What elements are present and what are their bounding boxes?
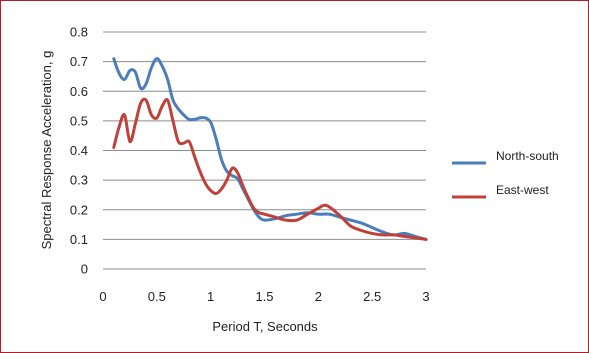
y-axis-label: Spectral Response Acceleration, g — [39, 51, 54, 250]
series-line-2 — [112, 97, 428, 241]
x-tick-label: 2.5 — [363, 289, 381, 304]
series-lines — [112, 57, 428, 241]
x-tick-label: 0 — [99, 289, 106, 304]
y-tick-label: 0.3 — [70, 173, 88, 188]
y-tick-label: 0 — [81, 262, 88, 277]
x-tick-label: 1.5 — [255, 289, 273, 304]
x-tick-label: 3 — [422, 289, 429, 304]
legend-label: North-south — [496, 149, 559, 163]
legend: North-south East-west — [452, 149, 559, 199]
y-tick-labels: 0 0.1 0.2 0.3 0.4 0.5 0.6 0.7 0.8 — [70, 25, 88, 277]
gridlines — [103, 31, 426, 240]
y-tick-label: 0.7 — [70, 54, 88, 69]
y-tick-label: 0.4 — [70, 143, 88, 158]
x-axis-label: Period T, Seconds — [212, 319, 318, 334]
y-tick-label: 0.2 — [70, 202, 88, 217]
x-tick-label: 0.5 — [148, 289, 166, 304]
x-tick-label: 2 — [315, 289, 322, 304]
x-tick-labels: 0 0.5 1 1.5 2 2.5 3 — [99, 289, 429, 304]
legend-label: East-west — [496, 183, 549, 197]
y-tick-label: 0.5 — [70, 113, 88, 128]
x-tick-label: 1 — [207, 289, 214, 304]
y-tick-label: 0.1 — [70, 232, 88, 247]
y-tick-label: 0.8 — [70, 25, 88, 40]
series-line-1 — [112, 57, 428, 241]
y-tick-label: 0.6 — [70, 84, 88, 99]
